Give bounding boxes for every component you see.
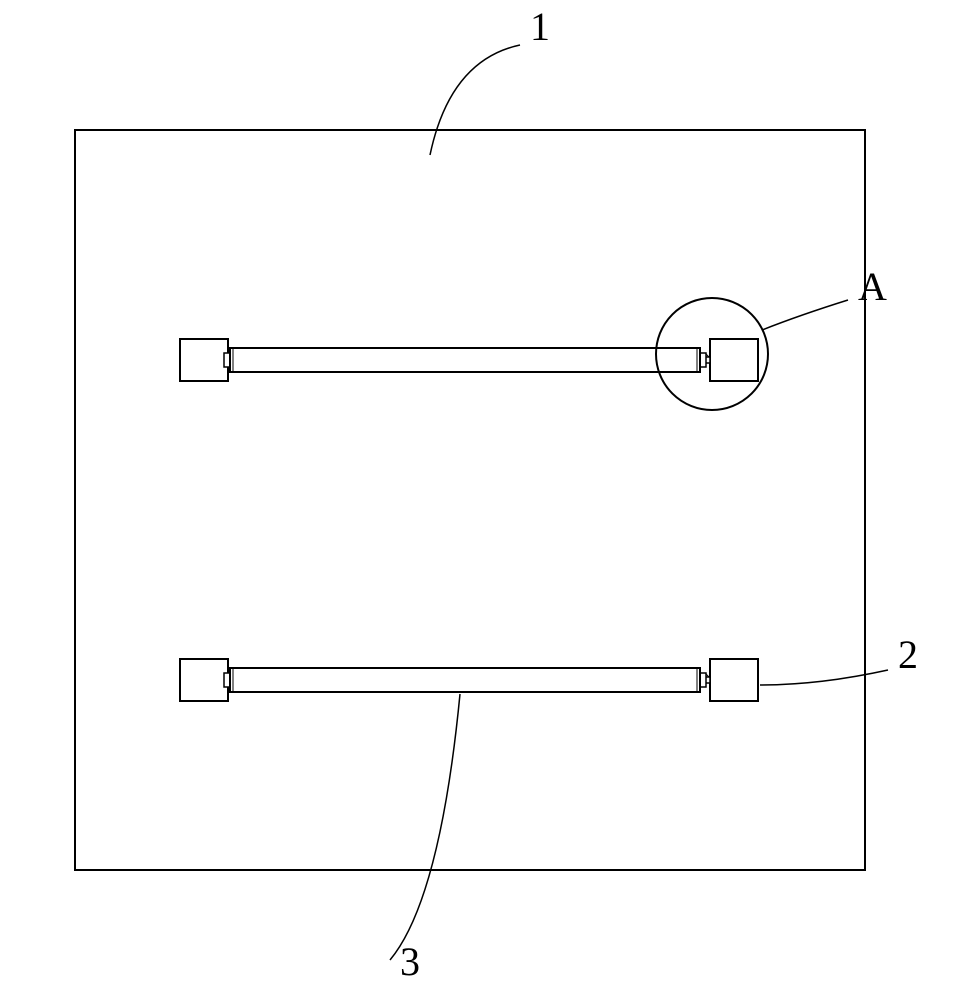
roller-bar-bottom [230,668,700,692]
label-1: 1 [530,4,550,49]
label-A: A [858,264,887,309]
roller-bar-top [230,348,700,372]
label-3: 3 [400,939,420,984]
mount-block-left-bottom [180,659,228,701]
mount-block-left-top [180,339,228,381]
mount-block-right-top [710,339,758,381]
mount-block-right-bottom [710,659,758,701]
label-2: 2 [898,632,918,677]
canvas-bg [0,0,960,1000]
